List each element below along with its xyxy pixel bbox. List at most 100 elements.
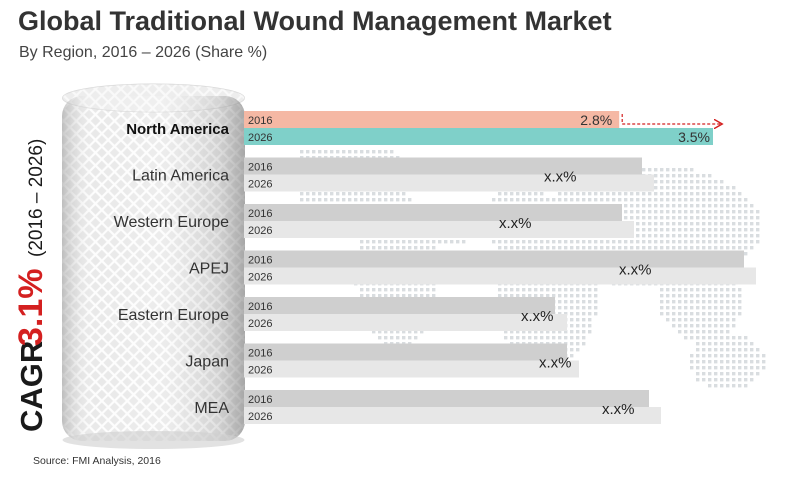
- map-dot: [684, 192, 688, 196]
- map-dot: [678, 174, 682, 178]
- map-dot: [642, 228, 646, 232]
- map-dot: [366, 192, 370, 196]
- map-dot: [378, 240, 382, 244]
- map-dot: [756, 366, 760, 370]
- map-dot: [690, 216, 694, 220]
- map-dot: [738, 228, 742, 232]
- map-dot: [594, 306, 598, 310]
- map-dot: [312, 192, 316, 196]
- map-dot: [600, 246, 604, 250]
- map-dot: [690, 336, 694, 340]
- map-dot: [678, 228, 682, 232]
- map-dot: [564, 336, 568, 340]
- map-dot: [546, 288, 550, 292]
- map-dot: [750, 348, 754, 352]
- map-dot: [714, 366, 718, 370]
- map-dot: [558, 336, 562, 340]
- map-dot: [708, 342, 712, 346]
- map-dot: [708, 300, 712, 304]
- map-dot: [540, 240, 544, 244]
- map-dot: [576, 330, 580, 334]
- map-dot: [726, 372, 730, 376]
- map-dot: [696, 354, 700, 358]
- map-dot: [408, 240, 412, 244]
- map-dot: [360, 150, 364, 154]
- map-dot: [744, 360, 748, 364]
- map-dot: [756, 354, 760, 358]
- map-dot: [510, 330, 514, 334]
- year-label-2016: 2016: [248, 115, 272, 127]
- map-dot: [702, 360, 706, 364]
- map-dot: [654, 216, 658, 220]
- map-dot: [522, 198, 526, 202]
- map-dot: [414, 330, 418, 334]
- map-dot: [726, 324, 730, 328]
- map-dot: [744, 252, 748, 256]
- map-dot: [726, 288, 730, 292]
- map-dot: [576, 288, 580, 292]
- map-dot: [678, 210, 682, 214]
- map-dot: [612, 192, 616, 196]
- map-dot: [744, 198, 748, 202]
- map-dot: [660, 300, 664, 304]
- map-dot: [414, 294, 418, 298]
- year-label-2026: 2026: [248, 225, 272, 237]
- map-dot: [750, 378, 754, 382]
- map-dot: [402, 246, 406, 250]
- map-dot: [690, 240, 694, 244]
- map-dot: [552, 240, 556, 244]
- data-label-north-america-2026: 3.5%: [678, 129, 710, 145]
- map-dot: [696, 192, 700, 196]
- map-dot: [678, 312, 682, 316]
- map-dot: [576, 348, 580, 352]
- map-dot: [528, 198, 532, 202]
- map-dot: [414, 240, 418, 244]
- map-dot: [732, 348, 736, 352]
- cagr-period: (2016 – 2026): [26, 139, 47, 257]
- map-dot: [708, 324, 712, 328]
- bar-eastern-europe-2026: [244, 314, 567, 331]
- map-dot: [570, 336, 574, 340]
- map-dot: [504, 288, 508, 292]
- map-dot: [714, 354, 718, 358]
- map-dot: [714, 246, 718, 250]
- map-dot: [738, 336, 742, 340]
- map-dot: [654, 168, 658, 172]
- map-dot: [726, 318, 730, 322]
- map-dot: [702, 372, 706, 376]
- bandage-roll-illustration: [62, 83, 245, 449]
- map-dot: [654, 198, 658, 202]
- map-dot: [648, 204, 652, 208]
- map-dot: [714, 384, 718, 388]
- map-dot: [414, 288, 418, 292]
- map-dot: [702, 180, 706, 184]
- map-dot: [708, 288, 712, 292]
- map-dot: [672, 228, 676, 232]
- map-dot: [678, 168, 682, 172]
- map-dot: [708, 228, 712, 232]
- map-dot: [720, 222, 724, 226]
- map-dot: [384, 150, 388, 154]
- map-dot: [348, 192, 352, 196]
- map-dot: [558, 198, 562, 202]
- map-dot: [684, 210, 688, 214]
- map-dot: [684, 174, 688, 178]
- map-dot: [702, 300, 706, 304]
- map-dot: [732, 306, 736, 310]
- map-dot: [666, 180, 670, 184]
- map-dot: [750, 366, 754, 370]
- map-dot: [570, 330, 574, 334]
- map-dot: [378, 288, 382, 292]
- map-dot: [378, 192, 382, 196]
- map-dot: [498, 288, 502, 292]
- map-dot: [420, 294, 424, 298]
- map-dot: [684, 246, 688, 250]
- map-dot: [738, 216, 742, 220]
- map-dot: [702, 306, 706, 310]
- map-dot: [690, 174, 694, 178]
- map-dot: [540, 336, 544, 340]
- map-dot: [528, 192, 532, 196]
- map-dot: [534, 240, 538, 244]
- map-dot: [726, 192, 730, 196]
- map-dot: [654, 246, 658, 250]
